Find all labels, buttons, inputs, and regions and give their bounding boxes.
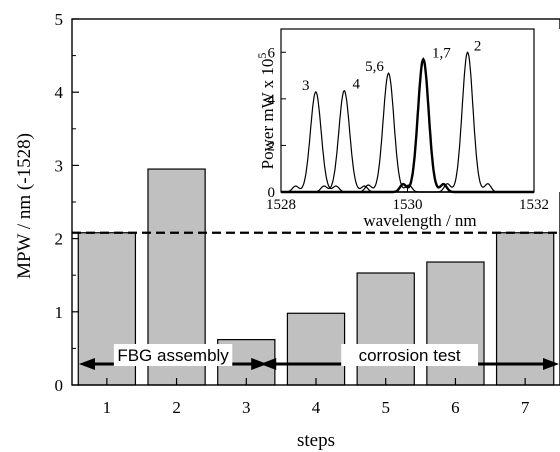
inset-peak-label: 4 — [353, 77, 361, 93]
inset-y-tick-label: 2 — [268, 138, 276, 154]
inset-peak-label: 2 — [474, 38, 482, 54]
x-tick-label: 4 — [312, 398, 321, 417]
inset-x-tick-label: 1530 — [393, 197, 423, 213]
y-tick-label: 0 — [55, 376, 64, 395]
annotation-arrow-head-left — [78, 358, 95, 370]
main-annotations: FBG assembly corrosion test — [78, 344, 559, 370]
main-y-ticks: 0 1 2 3 4 5 — [55, 10, 79, 395]
x-tick-label: 2 — [172, 398, 181, 417]
annotation-arrow-head-right — [543, 358, 559, 370]
inset-peak-labels: 3 45,6 1,7 2 — [302, 38, 481, 94]
inset-peak-label: 1,7 — [432, 45, 451, 61]
annotation-label-bg — [113, 344, 233, 366]
inset-y-tick-label: 0 — [268, 185, 276, 201]
inset-x-tick-label: 1532 — [519, 197, 549, 213]
annotation-arrow-head-right — [251, 358, 268, 370]
annotation-label: FBG assembly — [117, 346, 229, 365]
y-tick-label: 4 — [55, 83, 64, 102]
inset-y-tick-label: 6 — [268, 45, 276, 61]
x-tick-label: 5 — [381, 398, 390, 417]
main-chart: FBG assembly corrosion test 0 1 2 3 4 5 1 2 3 4 5 6… — [14, 10, 560, 451]
annotation-label-bg — [341, 344, 479, 366]
inset-x-tick-label: 1528 — [266, 197, 296, 213]
inset-y-axis-label: Power mW x 105 — [255, 53, 277, 170]
bar-step-5 — [356, 272, 415, 386]
y-tick-label: 2 — [55, 230, 64, 249]
main-x-axis-label: steps — [297, 430, 335, 451]
inset-x-ticks: 1528 1530 1532 — [266, 187, 549, 213]
annotation-arrow-head-left — [260, 358, 277, 370]
inset-y-ticks: 0 2 4 6 — [268, 45, 286, 201]
inset-peak-label: 5,6 — [365, 59, 384, 75]
x-tick-label: 6 — [451, 398, 460, 417]
inset-x-axis-label: wavelength / nm — [363, 211, 476, 230]
y-tick-label: 5 — [55, 10, 64, 29]
main-y-axis-label: MPW / nm (-1528) — [14, 133, 35, 279]
bar-step-4 — [286, 312, 346, 386]
x-tick-label: 1 — [103, 398, 112, 417]
main-x-ticks: 1 2 3 4 5 6 7 — [103, 378, 530, 417]
y-tick-label: 3 — [55, 156, 64, 175]
bar-step-6 — [426, 261, 485, 386]
x-tick-label: 7 — [521, 398, 530, 417]
y-tick-label: 1 — [55, 303, 64, 322]
annotation-label: corrosion test — [359, 346, 461, 365]
x-tick-label: 3 — [242, 398, 251, 417]
inset-y-tick-label: 4 — [268, 92, 276, 108]
inset-peak-label: 3 — [302, 78, 310, 94]
